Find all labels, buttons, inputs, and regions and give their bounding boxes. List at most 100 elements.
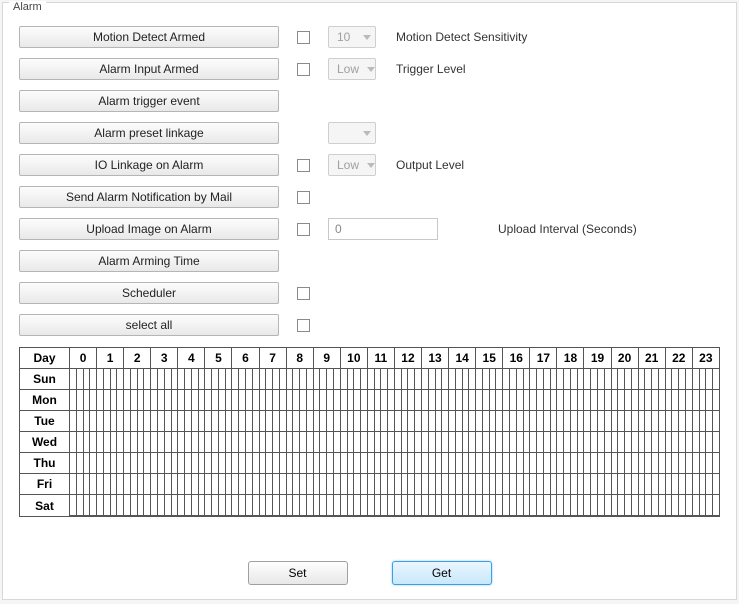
schedule-slot[interactable]	[422, 432, 429, 452]
schedule-slot[interactable]	[469, 432, 475, 452]
schedule-slot[interactable]	[172, 453, 178, 473]
schedule-slot[interactable]	[652, 453, 659, 473]
schedule-slot[interactable]	[449, 390, 456, 410]
select-all-checkbox[interactable]	[297, 319, 310, 332]
schedule-slot[interactable]	[90, 495, 96, 515]
schedule-slot[interactable]	[666, 474, 673, 494]
schedule-hour-cell[interactable]	[449, 411, 476, 432]
schedule-slot[interactable]	[368, 432, 375, 452]
schedule-slot[interactable]	[402, 474, 409, 494]
schedule-slot[interactable]	[212, 453, 219, 473]
schedule-hour-cell[interactable]	[178, 453, 205, 474]
schedule-hour-cell[interactable]	[151, 474, 178, 495]
schedule-slot[interactable]	[524, 495, 530, 515]
schedule-slot[interactable]	[469, 453, 475, 473]
schedule-slot[interactable]	[659, 411, 665, 431]
schedule-slot[interactable]	[375, 495, 382, 515]
schedule-slot[interactable]	[172, 369, 178, 389]
schedule-hour-cell[interactable]	[232, 495, 259, 516]
schedule-slot[interactable]	[700, 411, 707, 431]
schedule-slot[interactable]	[557, 453, 564, 473]
schedule-slot[interactable]	[713, 390, 719, 410]
schedule-slot[interactable]	[334, 432, 340, 452]
schedule-slot[interactable]	[632, 369, 638, 389]
schedule-slot[interactable]	[77, 432, 84, 452]
schedule-slot[interactable]	[280, 369, 286, 389]
schedule-hour-cell[interactable]	[260, 411, 287, 432]
schedule-slot[interactable]	[524, 432, 530, 452]
schedule-slot[interactable]	[564, 411, 571, 431]
schedule-slot[interactable]	[564, 495, 571, 515]
schedule-slot[interactable]	[524, 390, 530, 410]
schedule-hour-cell[interactable]	[557, 432, 584, 453]
schedule-slot[interactable]	[544, 369, 551, 389]
schedule-hour-cell[interactable]	[666, 390, 693, 411]
schedule-slot[interactable]	[476, 411, 483, 431]
schedule-slot[interactable]	[564, 432, 571, 452]
schedule-slot[interactable]	[605, 495, 611, 515]
schedule-slot[interactable]	[334, 390, 340, 410]
schedule-hour-cell[interactable]	[314, 432, 341, 453]
schedule-slot[interactable]	[354, 495, 361, 515]
schedule-slot[interactable]	[151, 495, 158, 515]
schedule-slot[interactable]	[260, 495, 267, 515]
schedule-slot[interactable]	[131, 474, 138, 494]
schedule-slot[interactable]	[334, 453, 340, 473]
schedule-slot[interactable]	[510, 453, 517, 473]
schedule-slot[interactable]	[172, 411, 178, 431]
schedule-slot[interactable]	[165, 390, 172, 410]
schedule-slot[interactable]	[178, 369, 185, 389]
schedule-slot[interactable]	[192, 495, 199, 515]
schedule-slot[interactable]	[131, 390, 138, 410]
schedule-slot[interactable]	[666, 369, 673, 389]
schedule-slot[interactable]	[388, 453, 394, 473]
schedule-slot[interactable]	[178, 390, 185, 410]
schedule-hour-cell[interactable]	[368, 495, 395, 516]
schedule-slot[interactable]	[456, 411, 463, 431]
schedule-hour-cell[interactable]	[584, 411, 611, 432]
schedule-slot[interactable]	[584, 390, 591, 410]
schedule-slot[interactable]	[111, 390, 118, 410]
schedule-slot[interactable]	[260, 474, 267, 494]
schedule-slot[interactable]	[422, 495, 429, 515]
schedule-hour-cell[interactable]	[70, 453, 97, 474]
schedule-slot[interactable]	[375, 474, 382, 494]
schedule-hour-cell[interactable]	[287, 411, 314, 432]
schedule-hour-cell[interactable]	[287, 453, 314, 474]
schedule-hour-cell[interactable]	[260, 453, 287, 474]
schedule-slot[interactable]	[178, 453, 185, 473]
schedule-hour-cell[interactable]	[503, 453, 530, 474]
schedule-hour-cell[interactable]	[368, 390, 395, 411]
schedule-slot[interactable]	[686, 453, 692, 473]
schedule-slot[interactable]	[598, 474, 605, 494]
schedule-slot[interactable]	[246, 453, 253, 473]
schedule-slot[interactable]	[449, 432, 456, 452]
schedule-slot[interactable]	[354, 453, 361, 473]
schedule-slot[interactable]	[273, 390, 280, 410]
schedule-hour-cell[interactable]	[124, 390, 151, 411]
schedule-hour-cell[interactable]	[557, 369, 584, 390]
schedule-slot[interactable]	[449, 411, 456, 431]
schedule-slot[interactable]	[510, 369, 517, 389]
schedule-slot[interactable]	[645, 432, 652, 452]
schedule-slot[interactable]	[124, 453, 131, 473]
schedule-slot[interactable]	[402, 453, 409, 473]
schedule-hour-cell[interactable]	[639, 411, 666, 432]
schedule-hour-cell[interactable]	[287, 369, 314, 390]
schedule-hour-cell[interactable]	[476, 390, 503, 411]
schedule-hour-cell[interactable]	[584, 432, 611, 453]
schedule-slot[interactable]	[436, 411, 443, 431]
schedule-slot[interactable]	[253, 390, 259, 410]
schedule-slot[interactable]	[645, 369, 652, 389]
schedule-slot[interactable]	[483, 495, 490, 515]
schedule-hour-cell[interactable]	[476, 495, 503, 516]
schedule-slot[interactable]	[408, 390, 415, 410]
schedule-slot[interactable]	[219, 432, 226, 452]
schedule-hour-cell[interactable]	[314, 369, 341, 390]
schedule-slot[interactable]	[469, 474, 475, 494]
schedule-slot[interactable]	[172, 432, 178, 452]
schedule-slot[interactable]	[97, 453, 104, 473]
schedule-slot[interactable]	[666, 390, 673, 410]
schedule-slot[interactable]	[490, 390, 497, 410]
schedule-slot[interactable]	[84, 432, 91, 452]
